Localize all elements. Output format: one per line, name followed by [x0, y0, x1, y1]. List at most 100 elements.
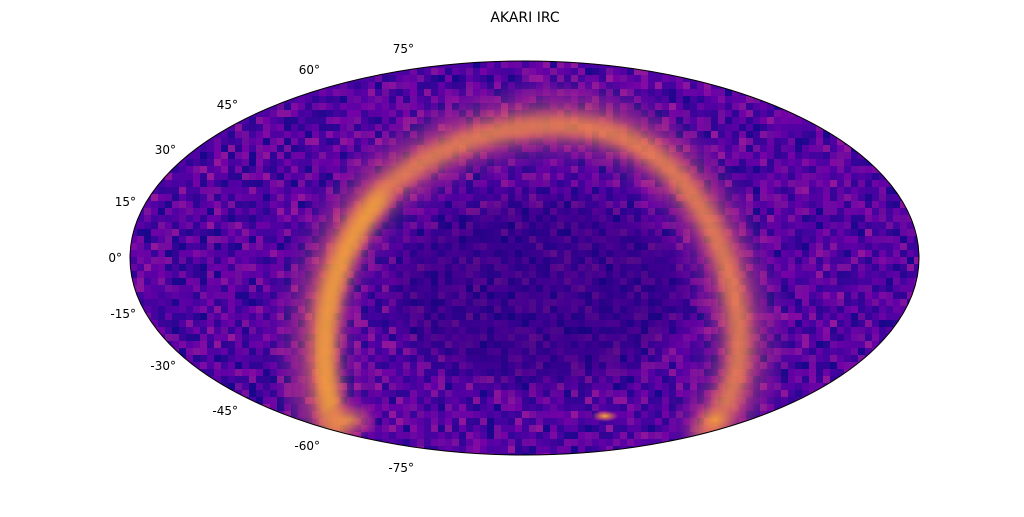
- noise-pixel: [844, 299, 851, 306]
- noise-pixel: [179, 236, 186, 243]
- noise-pixel: [165, 285, 172, 292]
- noise-pixel: [886, 257, 893, 264]
- noise-pixel: [662, 201, 669, 208]
- noise-pixel: [774, 180, 781, 187]
- noise-pixel: [242, 278, 249, 285]
- noise-pixel: [459, 397, 466, 404]
- noise-pixel: [270, 299, 277, 306]
- noise-pixel: [137, 271, 144, 278]
- noise-pixel: [438, 117, 445, 124]
- noise-pixel: [578, 68, 585, 75]
- noise-pixel: [662, 194, 669, 201]
- noise-pixel: [186, 313, 193, 320]
- noise-pixel: [879, 257, 886, 264]
- noise-pixel: [284, 166, 291, 173]
- noise-pixel: [823, 306, 830, 313]
- noise-pixel: [536, 383, 543, 390]
- noise-pixel: [459, 89, 466, 96]
- noise-pixel: [774, 222, 781, 229]
- noise-pixel: [753, 264, 760, 271]
- noise-pixel: [683, 320, 690, 327]
- noise-pixel: [368, 257, 375, 264]
- noise-pixel: [634, 75, 641, 82]
- noise-pixel: [361, 131, 368, 138]
- noise-pixel: [326, 187, 333, 194]
- noise-pixel: [466, 432, 473, 439]
- noise-pixel: [354, 397, 361, 404]
- noise-pixel: [683, 313, 690, 320]
- noise-pixel: [368, 278, 375, 285]
- noise-pixel: [564, 152, 571, 159]
- noise-pixel: [858, 299, 865, 306]
- noise-pixel: [844, 215, 851, 222]
- noise-pixel: [641, 96, 648, 103]
- noise-pixel: [158, 320, 165, 327]
- noise-pixel: [172, 166, 179, 173]
- noise-pixel: [452, 187, 459, 194]
- noise-pixel: [557, 404, 564, 411]
- noise-pixel: [669, 82, 676, 89]
- noise-pixel: [739, 425, 746, 432]
- noise-pixel: [389, 355, 396, 362]
- noise-pixel: [767, 334, 774, 341]
- noise-pixel: [228, 355, 235, 362]
- noise-pixel: [263, 215, 270, 222]
- noise-pixel: [179, 173, 186, 180]
- noise-pixel: [851, 152, 858, 159]
- noise-pixel: [242, 173, 249, 180]
- noise-pixel: [200, 152, 207, 159]
- noise-pixel: [438, 194, 445, 201]
- noise-pixel: [753, 152, 760, 159]
- noise-pixel: [781, 138, 788, 145]
- noise-pixel: [235, 257, 242, 264]
- noise-pixel: [284, 313, 291, 320]
- noise-pixel: [809, 145, 816, 152]
- noise-pixel: [452, 418, 459, 425]
- noise-pixel: [193, 327, 200, 334]
- noise-pixel: [508, 425, 515, 432]
- noise-pixel: [697, 341, 704, 348]
- noise-pixel: [893, 278, 900, 285]
- noise-pixel: [634, 390, 641, 397]
- noise-pixel: [704, 362, 711, 369]
- noise-pixel: [599, 180, 606, 187]
- noise-pixel: [277, 390, 284, 397]
- noise-pixel: [277, 299, 284, 306]
- noise-pixel: [851, 159, 858, 166]
- noise-pixel: [340, 306, 347, 313]
- noise-pixel: [249, 264, 256, 271]
- noise-pixel: [683, 376, 690, 383]
- noise-pixel: [228, 180, 235, 187]
- noise-pixel: [851, 208, 858, 215]
- noise-pixel: [137, 257, 144, 264]
- noise-pixel: [459, 404, 466, 411]
- noise-pixel: [235, 383, 242, 390]
- noise-pixel: [739, 194, 746, 201]
- noise-pixel: [550, 173, 557, 180]
- noise-pixel: [277, 334, 284, 341]
- noise-pixel: [655, 418, 662, 425]
- noise-pixel: [760, 152, 767, 159]
- noise-pixel: [886, 222, 893, 229]
- noise-pixel: [655, 411, 662, 418]
- noise-pixel: [837, 355, 844, 362]
- noise-pixel: [249, 236, 256, 243]
- noise-pixel: [669, 390, 676, 397]
- noise-pixel: [774, 201, 781, 208]
- noise-pixel: [410, 215, 417, 222]
- noise-pixel: [634, 432, 641, 439]
- noise-pixel: [214, 271, 221, 278]
- noise-pixel: [445, 425, 452, 432]
- noise-pixel: [214, 299, 221, 306]
- noise-pixel: [165, 222, 172, 229]
- noise-pixel: [648, 418, 655, 425]
- noise-pixel: [354, 124, 361, 131]
- noise-pixel: [893, 201, 900, 208]
- noise-pixel: [571, 82, 578, 89]
- noise-pixel: [795, 215, 802, 222]
- noise-pixel: [487, 180, 494, 187]
- noise-pixel: [809, 362, 816, 369]
- noise-pixel: [697, 397, 704, 404]
- noise-pixel: [613, 82, 620, 89]
